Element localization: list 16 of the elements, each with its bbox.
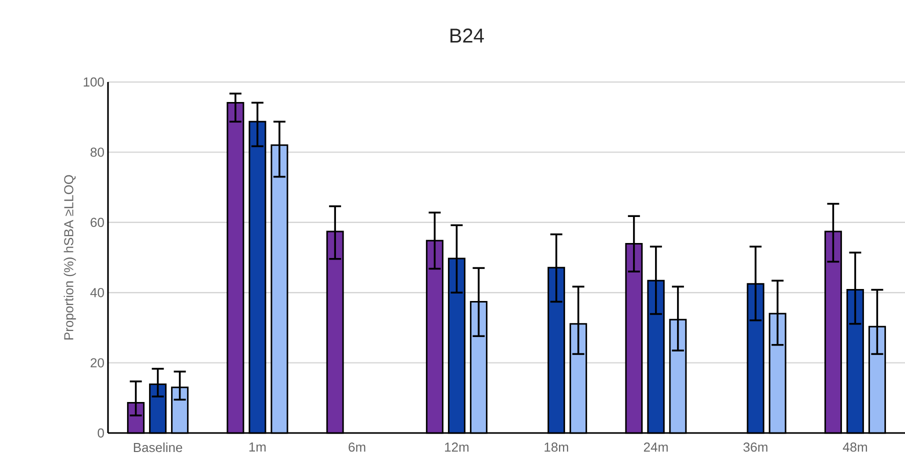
- x-tick-label: 6m: [348, 442, 366, 452]
- y-tick-label: 20: [90, 358, 104, 368]
- x-tick-label: 36m: [743, 442, 768, 452]
- y-tick-label: 100: [84, 77, 104, 87]
- x-tick-label: 12m: [445, 442, 468, 452]
- x-tick-label: 18m: [544, 442, 568, 452]
- chart-title: B24: [450, 28, 484, 42]
- y-tick-label: 80: [90, 148, 104, 157]
- y-tick-label: 0: [98, 428, 104, 438]
- y-axis-title: Proportion (%) hSBA ≥LLOQ: [64, 175, 76, 340]
- x-tick-label: 1m: [249, 442, 266, 452]
- y-tick-label: 60: [90, 218, 104, 227]
- x-tick-label: 48m: [842, 442, 867, 452]
- x-tick-label: 24m: [644, 442, 668, 452]
- y-tick-label: 40: [90, 288, 104, 298]
- x-tick-label: Baseline: [134, 442, 182, 452]
